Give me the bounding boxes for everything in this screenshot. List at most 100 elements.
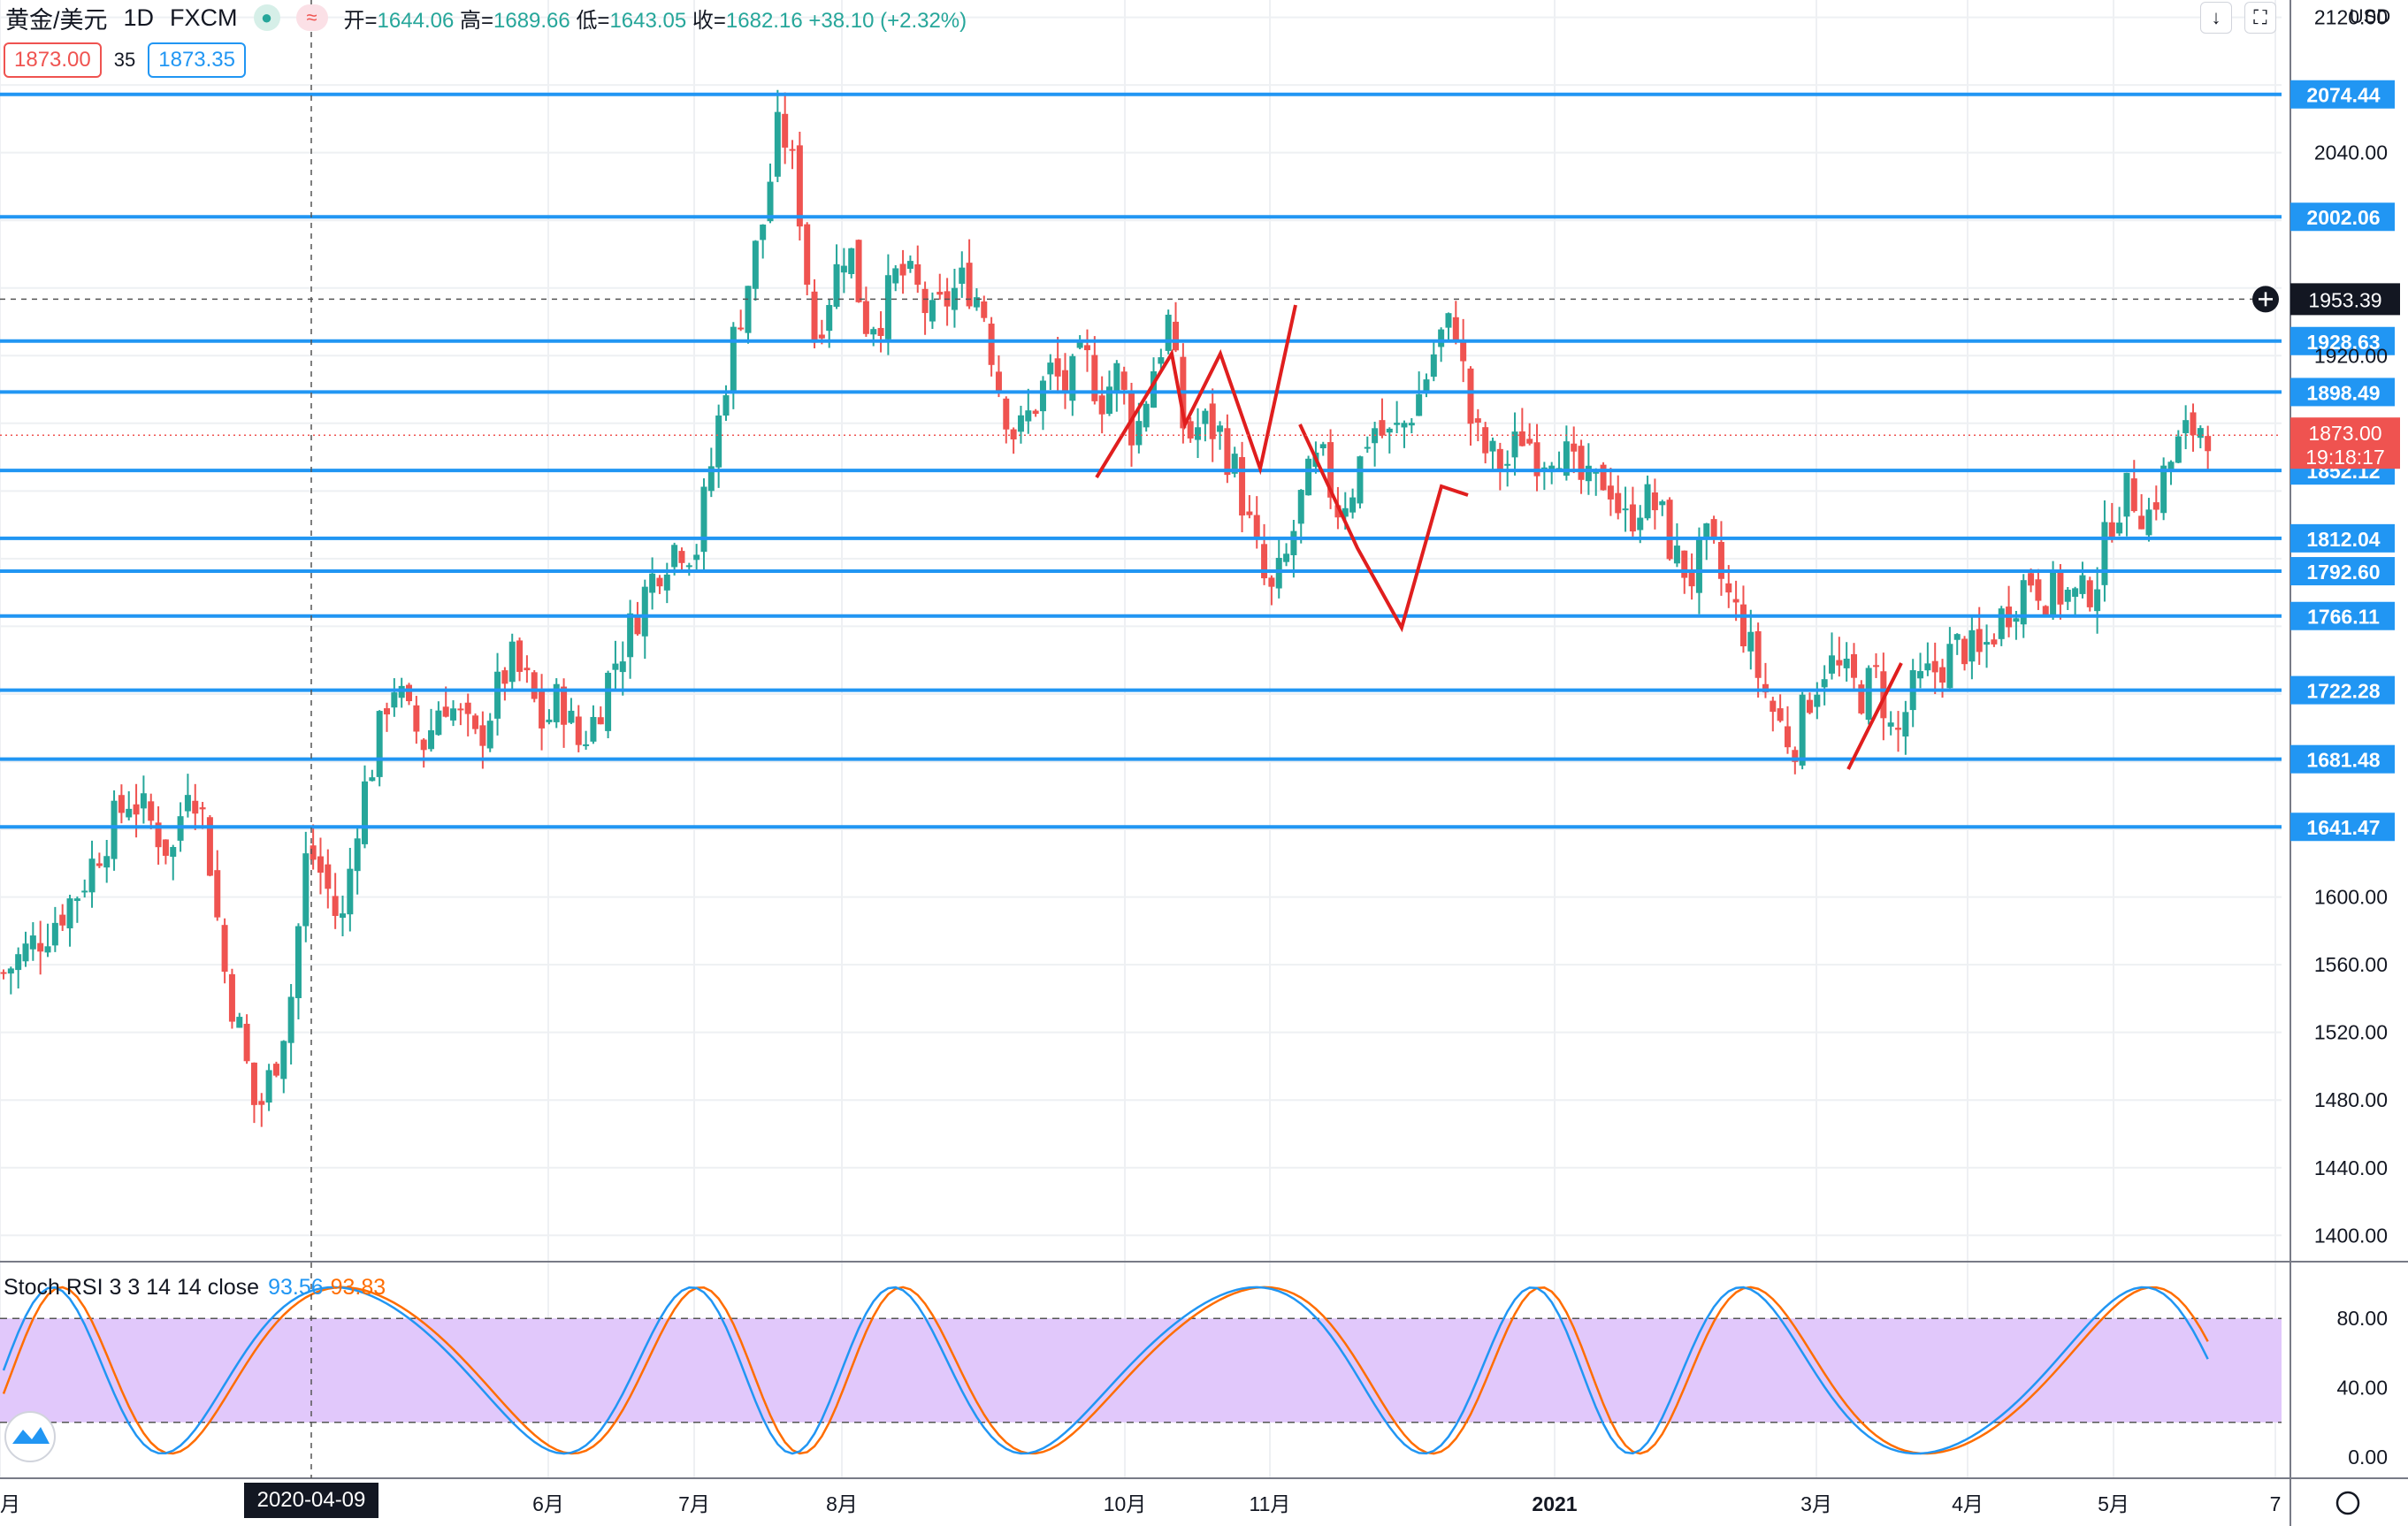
candle-body <box>51 922 58 946</box>
candle-body <box>1143 403 1150 428</box>
price-level-label: 1722.28 <box>2306 680 2380 703</box>
crosshair-date-label: 2020-04-09 <box>244 1483 378 1518</box>
candle-body <box>111 800 118 859</box>
stoch-rsi-legend[interactable]: Stoch RSI 3 3 14 14 close 93.56 93.83 <box>4 1275 386 1301</box>
candle-body <box>435 710 442 736</box>
fullscreen-icon[interactable]: ⛶ <box>2244 2 2276 34</box>
trade-buttons: 1873.00 35 1873.35 <box>4 42 247 78</box>
candle-body <box>605 672 612 731</box>
candle-body <box>221 925 228 973</box>
close-value: 1682.16 <box>725 8 803 33</box>
candle-body <box>2101 522 2108 585</box>
candle-body <box>457 708 464 711</box>
candle-body <box>1496 448 1503 470</box>
candle-body <box>126 808 133 818</box>
candle-body <box>870 329 877 335</box>
symbol-name[interactable]: 黄金/美元 <box>5 6 108 34</box>
candle-body <box>700 486 707 553</box>
candle-body <box>1401 423 1408 428</box>
tradingview-logo-mark <box>12 1427 50 1444</box>
candle-body <box>206 817 213 876</box>
horizontal-levels[interactable]: 2074.442002.061928.631898.491852.121812.… <box>0 80 2395 842</box>
zigzag-pattern-lines[interactable] <box>1095 304 1903 770</box>
candle-body <box>1032 410 1039 415</box>
candle-body <box>1438 329 1445 347</box>
candle-body <box>96 863 103 866</box>
stoch-overbought-oversold-band <box>0 1318 2282 1423</box>
price-axis-tick: 2120.00 <box>2314 6 2388 29</box>
price-level-tag <box>2290 80 2395 109</box>
candle-body <box>1526 439 1533 444</box>
price-axis-tick: 1520.00 <box>2314 1021 2388 1044</box>
candle-body <box>959 267 966 284</box>
price-axis-tick: 1920.00 <box>2314 344 2388 367</box>
candle-body <box>1887 722 1894 727</box>
candle-body <box>1504 463 1511 466</box>
candle-body <box>1563 441 1570 477</box>
candle-body <box>1976 629 1983 652</box>
candle-body <box>855 240 862 302</box>
candle-body <box>1165 314 1172 351</box>
candle-body <box>1858 684 1865 713</box>
candle-body <box>1961 638 1968 665</box>
candle-body <box>450 708 457 721</box>
download-icon[interactable]: ↓ <box>2200 2 2232 34</box>
price-level-label: 1766.11 <box>2307 606 2380 629</box>
candle-body <box>1061 370 1068 393</box>
last-price-tag <box>2290 417 2400 469</box>
candle-body <box>103 856 111 868</box>
candle-body <box>1873 665 1880 668</box>
candle-body <box>649 573 656 593</box>
candle-body <box>7 968 14 974</box>
price-axis-tick: 1400.00 <box>2314 1224 2388 1247</box>
candle-body <box>906 261 914 270</box>
price-axis-tick: 1600.00 <box>2314 886 2388 909</box>
price-level-label: 1792.60 <box>2306 561 2380 584</box>
candle-body <box>494 671 501 719</box>
candle-body <box>133 804 140 815</box>
candle-body <box>811 291 818 343</box>
candle-body <box>464 702 471 714</box>
candle-body <box>1984 642 1991 645</box>
candle-body <box>1946 644 1953 689</box>
stoch-axis-tick: 0.00 <box>2348 1446 2388 1469</box>
candle-body <box>627 613 634 658</box>
candle-body <box>568 710 575 723</box>
interval-label[interactable]: 1D <box>123 4 155 31</box>
candle-body <box>774 111 781 177</box>
candle-body <box>782 113 789 148</box>
candle-body <box>1695 538 1702 593</box>
candle-body <box>384 708 391 715</box>
settings-gear-icon <box>2335 1491 2360 1515</box>
candle-body <box>2175 436 2182 463</box>
candle-body <box>685 565 692 568</box>
candle-body <box>1762 683 1769 693</box>
sell-button[interactable]: 1873.00 <box>4 42 102 78</box>
candle-body <box>1416 393 1423 416</box>
candle-body <box>877 327 884 336</box>
candle-body <box>936 292 944 295</box>
price-axis-tick: 1440.00 <box>2314 1156 2388 1179</box>
buy-button[interactable]: 1873.35 <box>148 42 247 78</box>
candle-body <box>1821 679 1828 688</box>
candle-body <box>1777 708 1784 721</box>
time-axis[interactable]: 月 6月 7月 8月 10月 11月 2021 3月 4月 5月 7 <box>0 1491 2360 1515</box>
currency-label[interactable]: USD <box>2349 5 2391 27</box>
candle-body <box>250 1062 257 1105</box>
candle-body <box>1814 694 1821 707</box>
price-axis[interactable]: 2120.00 2040.00 1920.00 1600.00 1560.00 1520.… <box>0 6 2400 1469</box>
candle-body <box>1268 577 1275 587</box>
candlestick-series <box>0 89 2212 1127</box>
candle-body <box>561 686 568 725</box>
crosshair-price-tag <box>2290 283 2400 316</box>
candle-body <box>1725 583 1732 593</box>
candle-body <box>634 616 641 635</box>
candle-body <box>1792 750 1799 762</box>
candle-body <box>840 265 847 273</box>
candle-body <box>1430 354 1437 378</box>
candle-body <box>1474 418 1481 423</box>
candle-body <box>1091 355 1098 401</box>
candle-body <box>1209 403 1216 439</box>
